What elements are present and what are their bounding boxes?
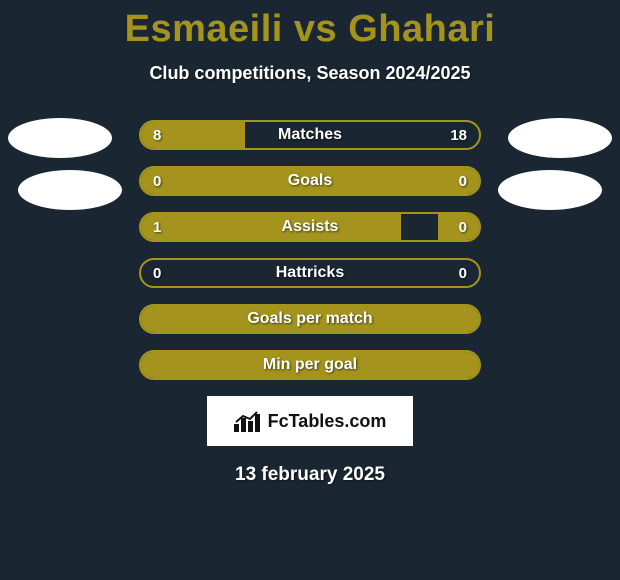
stat-value-right: 18 bbox=[438, 122, 479, 148]
player2-name: Ghahari bbox=[348, 8, 495, 50]
stat-value-left: 1 bbox=[141, 214, 173, 240]
stat-value-right: 0 bbox=[447, 260, 479, 286]
stats-container: Matches818Goals00Assists10Hattricks00Goa… bbox=[139, 120, 481, 380]
player2-avatar bbox=[508, 118, 612, 158]
stat-row: Hattricks0 0 bbox=[139, 258, 481, 288]
stat-value-right: 0 bbox=[447, 168, 479, 194]
stat-value-left: 0 bbox=[141, 260, 173, 286]
stat-label: Assists bbox=[141, 214, 479, 240]
player2-club-avatar bbox=[498, 170, 602, 210]
brand-icon bbox=[234, 410, 264, 432]
player1-name: Esmaeili bbox=[125, 8, 283, 50]
player1-avatar bbox=[8, 118, 112, 158]
stat-value-left: 0 bbox=[141, 168, 173, 194]
stat-value-right: 0 bbox=[447, 214, 479, 240]
stat-row: Assists1 0 bbox=[139, 212, 481, 242]
stat-row: Matches8 18 bbox=[139, 120, 481, 150]
date-text: 13 february 2025 bbox=[0, 464, 620, 486]
stat-label: Matches bbox=[141, 122, 479, 148]
stat-label: Goals bbox=[141, 168, 479, 194]
stat-row: Min per goal bbox=[139, 350, 481, 380]
vs-text: vs bbox=[294, 8, 348, 50]
stat-row: Goals0 0 bbox=[139, 166, 481, 196]
stat-row: Goals per match bbox=[139, 304, 481, 334]
stat-value-left: 8 bbox=[141, 122, 173, 148]
subtitle: Club competitions, Season 2024/2025 bbox=[0, 63, 620, 84]
brand-text: FcTables.com bbox=[268, 411, 387, 432]
player1-club-avatar bbox=[18, 170, 122, 210]
brand-badge[interactable]: FcTables.com bbox=[207, 396, 413, 446]
stat-label: Min per goal bbox=[141, 352, 479, 378]
stat-label: Hattricks bbox=[141, 260, 479, 286]
page-title: Esmaeili vs Ghahari bbox=[0, 0, 620, 51]
stat-label: Goals per match bbox=[141, 306, 479, 332]
